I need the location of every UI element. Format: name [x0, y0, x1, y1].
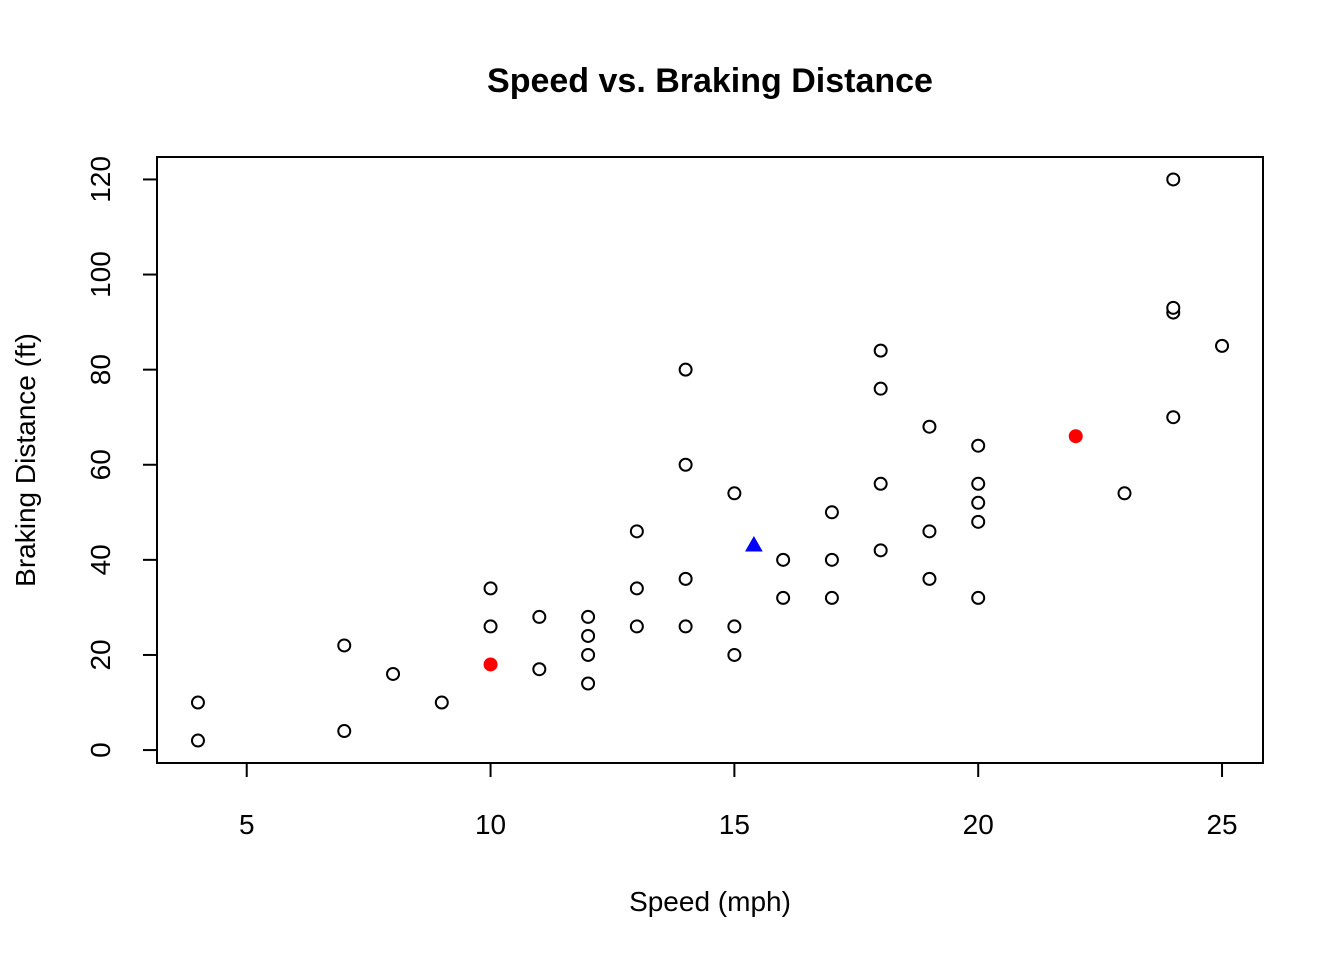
data-point [678, 619, 693, 634]
y-tick-label: 100 [85, 251, 116, 298]
data-point [1166, 410, 1181, 425]
data-point [532, 609, 547, 624]
highlight-point [483, 657, 498, 672]
data-point [1117, 486, 1132, 501]
plot-frame [156, 156, 1264, 764]
data-point [971, 590, 986, 605]
data-point [629, 619, 644, 634]
data-point [581, 628, 596, 643]
y-tick-label: 80 [85, 354, 116, 385]
y-tick-label: 60 [85, 449, 116, 480]
data-point [190, 733, 205, 748]
data-point [337, 724, 352, 739]
data-points [190, 172, 1230, 748]
data-point [922, 524, 937, 539]
data-point [873, 476, 888, 491]
data-point [824, 552, 839, 567]
data-point [971, 495, 986, 510]
data-point [581, 647, 596, 662]
data-point [873, 543, 888, 558]
data-point [629, 581, 644, 596]
y-tick-label: 40 [85, 544, 116, 575]
data-point [678, 457, 693, 472]
data-point [532, 662, 547, 677]
data-point [190, 695, 205, 710]
x-tick-label: 10 [475, 809, 506, 840]
y-tick-label: 20 [85, 639, 116, 670]
data-point [971, 514, 986, 529]
x-tick-label: 20 [963, 809, 994, 840]
data-point [727, 486, 742, 501]
data-point [1166, 300, 1181, 315]
data-point [922, 571, 937, 586]
data-point [678, 571, 693, 586]
y-axis-label: Braking Distance (ft) [10, 333, 41, 587]
data-point [727, 619, 742, 634]
y-axis: 0 20 40 60 80 100 120 [85, 156, 158, 758]
data-point [776, 590, 791, 605]
data-point [483, 619, 498, 634]
data-point [971, 476, 986, 491]
x-tick-label: 15 [719, 809, 750, 840]
data-point [824, 505, 839, 520]
chart-title: Speed vs. Braking Distance [487, 62, 933, 100]
x-tick-label: 5 [239, 809, 255, 840]
data-point [1166, 172, 1181, 187]
data-point [386, 666, 401, 681]
x-axis: 5 10 15 20 25 [239, 762, 1238, 840]
data-point [922, 419, 937, 434]
y-tick-label: 0 [85, 742, 116, 758]
data-point [971, 438, 986, 453]
data-point [581, 676, 596, 691]
y-tick-label: 120 [85, 156, 116, 203]
data-point [581, 609, 596, 624]
x-axis-label: Speed (mph) [629, 886, 791, 917]
data-point [337, 638, 352, 653]
data-point [434, 695, 449, 710]
data-point [776, 552, 791, 567]
mean-point-triangle [745, 536, 763, 552]
data-point [483, 581, 498, 596]
x-tick-label: 25 [1206, 809, 1237, 840]
data-point [727, 647, 742, 662]
highlight-point [1068, 429, 1083, 444]
data-point [1215, 338, 1230, 353]
data-point [824, 590, 839, 605]
data-point [629, 524, 644, 539]
data-point [678, 362, 693, 377]
data-point [873, 343, 888, 358]
data-point [873, 381, 888, 396]
